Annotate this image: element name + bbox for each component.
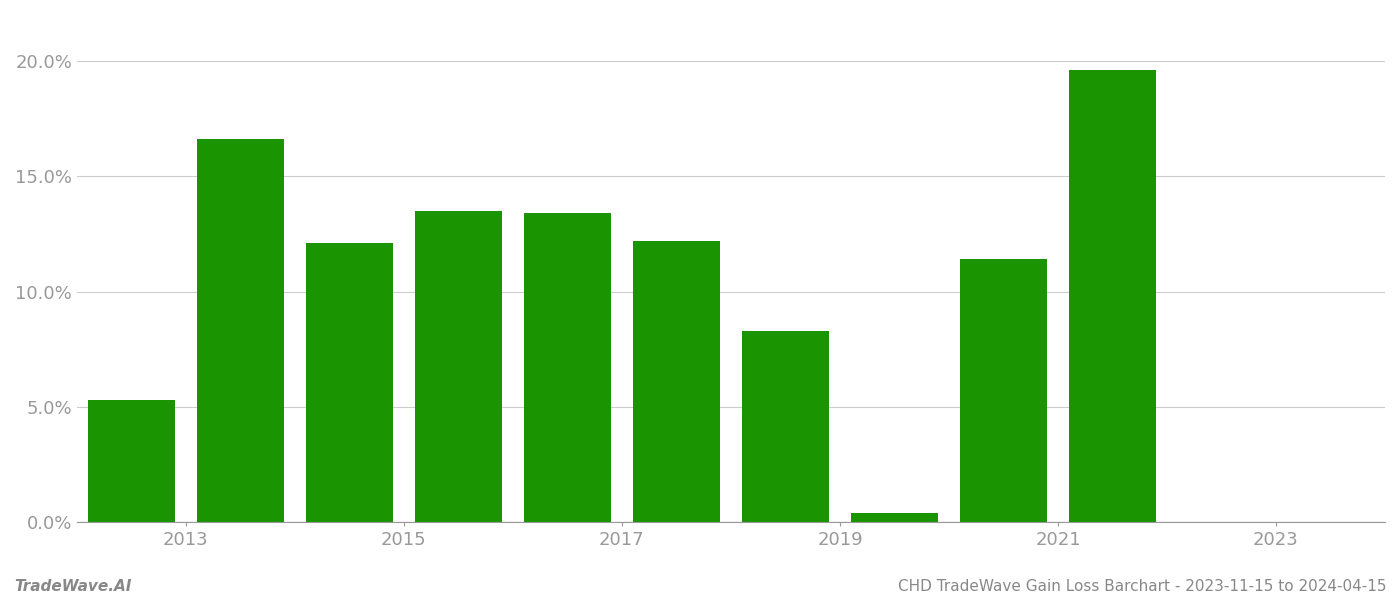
Bar xyxy=(742,331,829,522)
Bar xyxy=(414,211,503,522)
Bar xyxy=(524,213,610,522)
Bar xyxy=(197,139,284,522)
Text: CHD TradeWave Gain Loss Barchart - 2023-11-15 to 2024-04-15: CHD TradeWave Gain Loss Barchart - 2023-… xyxy=(897,579,1386,594)
Bar xyxy=(1068,70,1156,522)
Bar xyxy=(633,241,720,522)
Bar xyxy=(960,259,1047,522)
Bar xyxy=(88,400,175,522)
Bar xyxy=(851,513,938,522)
Bar xyxy=(305,243,393,522)
Text: TradeWave.AI: TradeWave.AI xyxy=(14,579,132,594)
